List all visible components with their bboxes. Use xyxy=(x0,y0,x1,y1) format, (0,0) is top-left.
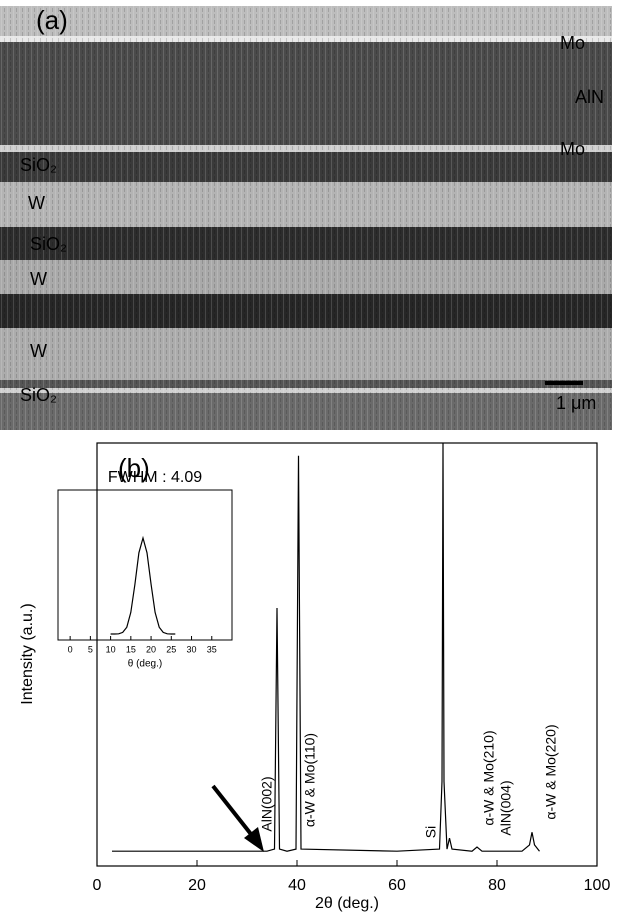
peak-label: AlN(002) xyxy=(259,776,275,831)
x-tick-label: 5 xyxy=(88,644,93,654)
x-tick-label: 20 xyxy=(188,877,206,894)
peak-label: Si xyxy=(423,826,439,838)
layer-label: SiO₂ xyxy=(20,155,57,175)
layer-label: W xyxy=(30,341,47,361)
layer-label: W xyxy=(28,193,45,213)
layer-label: AlN xyxy=(575,87,604,107)
scale-bar-label: 1 μm xyxy=(556,393,596,413)
x-tick-label: 20 xyxy=(146,644,156,654)
arrow xyxy=(211,784,264,852)
y-axis-label: Intensity (a.u.) xyxy=(19,603,36,704)
peak-label: AlN(004) xyxy=(498,780,514,835)
layer-label: Mo xyxy=(560,33,585,53)
inset-x-label: θ (deg.) xyxy=(128,659,162,670)
data-line xyxy=(110,535,176,635)
x-tick-label: 10 xyxy=(106,644,116,654)
x-tick-label: 80 xyxy=(488,877,506,894)
layer-label: Mo xyxy=(560,139,585,159)
x-tick-label: 35 xyxy=(207,644,217,654)
peak-label: α-W & Mo(110) xyxy=(302,733,318,827)
inset-frame xyxy=(57,489,233,641)
panel-label: (b) xyxy=(118,453,150,483)
x-tick-label: 60 xyxy=(388,877,406,894)
x-tick-label: 30 xyxy=(187,644,197,654)
layer-label: W xyxy=(30,269,47,289)
panel-label: (a) xyxy=(36,5,68,35)
plot-frame xyxy=(96,442,598,867)
x-axis-label: 2θ (deg.) xyxy=(315,895,379,912)
x-tick-label: 100 xyxy=(584,877,611,894)
layer-label: SiO₂ xyxy=(30,234,67,254)
peak-label: α-W & Mo(220) xyxy=(543,724,559,819)
sem-image xyxy=(0,6,612,430)
x-tick-label: 0 xyxy=(93,877,102,894)
x-tick-label: 0 xyxy=(68,644,73,654)
inset-title: FWHM : 4.09 xyxy=(108,469,202,486)
x-tick-label: 15 xyxy=(126,644,136,654)
layer-label: SiO₂ xyxy=(20,385,57,405)
x-tick-label: 25 xyxy=(166,644,176,654)
peak-label: α-W & Mo(210) xyxy=(481,730,497,825)
data-line xyxy=(112,442,540,852)
x-tick-label: 40 xyxy=(288,877,306,894)
